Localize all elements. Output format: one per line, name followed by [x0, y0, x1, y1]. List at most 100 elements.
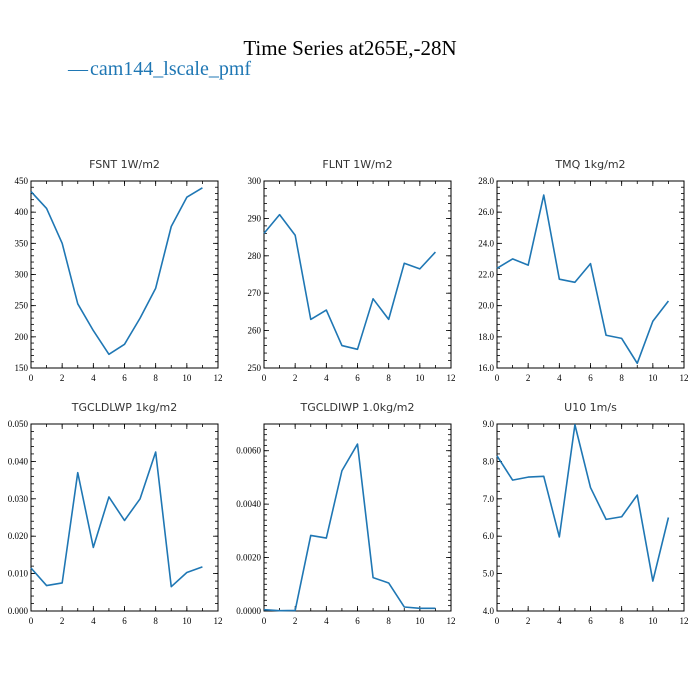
x-tick-label: 8	[153, 373, 158, 383]
x-tick-label: 6	[588, 373, 593, 383]
legend-label: cam144_lscale_pmf	[90, 58, 251, 80]
chart-panel: FSNT 1W/m2 0 2 4 6 8 10 12 150 200 250 300 350 400 450	[15, 158, 223, 383]
x-tick-label: 2	[293, 616, 298, 626]
x-tick-label: 4	[91, 616, 96, 626]
x-tick-label: 12	[447, 616, 456, 626]
y-tick-label: 300	[248, 176, 262, 186]
x-tick-label: 12	[214, 373, 223, 383]
y-tick-label: 7.0	[483, 494, 495, 504]
x-tick-label: 0	[29, 616, 34, 626]
y-tick-label: 150	[15, 363, 29, 373]
x-tick-label: 2	[526, 373, 531, 383]
x-tick-label: 4	[324, 616, 329, 626]
panel-grid: FSNT 1W/m20 2 4 6 8 10 12150200250300350400450…	[8, 158, 689, 626]
y-tick-label: 290	[248, 213, 262, 223]
y-tick-label: 0.010	[8, 569, 29, 579]
y-tick-label: 8.0	[483, 456, 495, 466]
y-tick-label: 22.0	[478, 270, 494, 280]
panel-title: U10 1m/s	[564, 401, 617, 414]
y-tick-label: 5.0	[483, 569, 495, 579]
y-tick-label: 300	[15, 270, 29, 280]
series-line	[263, 213, 437, 351]
x-tick-label: 2	[60, 373, 65, 383]
y-tick-label: 0.000	[8, 606, 29, 616]
x-tick-label: 8	[386, 373, 391, 383]
y-tick-label: 18.0	[478, 332, 494, 342]
x-tick-label: 4	[91, 373, 96, 383]
x-tick-label: 12	[680, 373, 689, 383]
y-tick-label: 20.0	[478, 301, 494, 311]
x-tick-label: 10	[415, 616, 425, 626]
legend: — cam144_lscale_pmf	[67, 58, 251, 80]
plot-frame	[263, 423, 452, 612]
x-tick-label: 0	[495, 373, 500, 383]
y-tick-label: 450	[15, 176, 29, 186]
panel-title: FSNT 1W/m2	[89, 158, 160, 171]
x-tick-label: 8	[619, 373, 624, 383]
y-tick-label: 0.030	[8, 494, 29, 504]
chart-panel: FLNT 1W/m2 0 2 4 6 8 10 12 250 260 270 280 290 300	[248, 158, 456, 383]
x-tick-label: 10	[182, 616, 192, 626]
panel-title: TMQ 1kg/m2	[554, 158, 625, 171]
x-tick-label: 4	[557, 616, 562, 626]
chart-panel: TMQ 1kg/m2 0 2 4 6 8 10 12 16.0 18.0 20.0 22.0 24.0 2…	[478, 158, 688, 383]
x-tick-label: 8	[153, 616, 158, 626]
y-tick-label: 28.0	[478, 176, 494, 186]
x-tick-label: 6	[122, 616, 127, 626]
y-tick-label: 0.020	[8, 531, 29, 541]
x-tick-label: 4	[324, 373, 329, 383]
y-tick-label: 400	[15, 207, 29, 217]
chart-panel: TGCLDLWP 1kg/m2 0 2 4 6 8 10 12 0.000 0.010 0.020 0…	[8, 401, 223, 626]
series-line	[496, 423, 670, 582]
y-tick-label: 0.0000	[236, 606, 261, 616]
y-tick-label: 0.050	[8, 419, 29, 429]
y-tick-label: 0.0040	[236, 499, 261, 509]
chart-panel: TGCLDIWP 1.0kg/m2 0 2 4 6 8 10 12 0.0000 0.0020 0.…	[236, 401, 455, 626]
y-tick-label: 280	[248, 251, 262, 261]
x-tick-label: 0	[262, 616, 267, 626]
x-tick-label: 0	[495, 616, 500, 626]
y-tick-label: 0.0060	[236, 446, 261, 456]
y-tick-label: 0.040	[8, 456, 29, 466]
x-tick-label: 10	[648, 373, 658, 383]
x-tick-label: 10	[415, 373, 425, 383]
figure-title: Time Series at265E,-28N	[243, 36, 456, 60]
x-tick-label: 0	[262, 373, 267, 383]
y-tick-label: 6.0	[483, 531, 495, 541]
x-tick-label: 2	[60, 616, 65, 626]
panel-title: TGCLDLWP 1kg/m2	[71, 401, 177, 414]
series-line	[496, 194, 670, 365]
x-tick-label: 12	[214, 616, 223, 626]
x-tick-label: 2	[526, 616, 531, 626]
x-tick-label: 12	[680, 616, 689, 626]
series-line	[30, 451, 203, 588]
x-tick-label: 2	[293, 373, 298, 383]
series-line	[263, 443, 436, 612]
y-tick-label: 350	[15, 238, 29, 248]
y-tick-label: 250	[248, 363, 262, 373]
y-tick-label: 26.0	[478, 207, 494, 217]
x-tick-label: 8	[386, 616, 391, 626]
y-tick-label: 200	[15, 332, 29, 342]
x-tick-label: 10	[182, 373, 192, 383]
y-tick-label: 270	[248, 288, 262, 298]
chart-panel: U10 1m/s 0 2 4 6 8 10 12 4.0 5.0 6.0 7.0 8.0 9.0	[483, 401, 689, 626]
x-tick-label: 6	[588, 616, 593, 626]
plot-frame	[30, 180, 219, 369]
legend-marker: —	[67, 58, 89, 80]
x-tick-label: 8	[619, 616, 624, 626]
x-tick-label: 12	[447, 373, 456, 383]
y-tick-label: 4.0	[483, 606, 495, 616]
series-line	[30, 187, 203, 356]
x-tick-label: 0	[29, 373, 34, 383]
x-tick-label: 6	[122, 373, 127, 383]
plot-frame	[263, 180, 452, 369]
y-tick-label: 9.0	[483, 419, 495, 429]
x-tick-label: 10	[648, 616, 658, 626]
x-tick-label: 6	[355, 373, 360, 383]
y-tick-label: 24.0	[478, 238, 494, 248]
x-tick-label: 4	[557, 373, 562, 383]
y-tick-label: 16.0	[478, 363, 494, 373]
x-tick-label: 6	[355, 616, 360, 626]
